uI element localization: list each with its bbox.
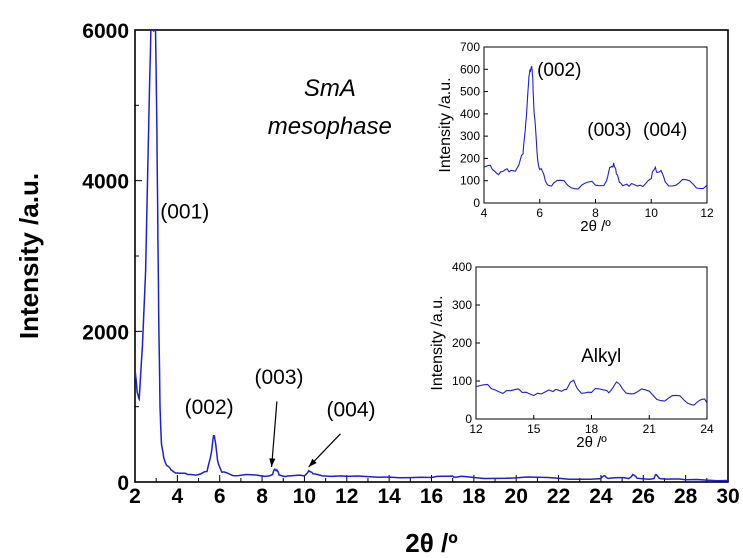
y-tick-label: 0 [465,412,472,426]
y-tick-label: 4000 [82,171,129,194]
phase-label: SmA [304,75,356,102]
y-tick-label: 500 [460,85,480,99]
peak-label: (002) [537,60,581,81]
y-tick-label: 2000 [82,321,129,344]
x-tick-label: 8 [256,485,268,508]
x-tick-label: 10 [645,206,659,220]
x-axis-label: 2θ /º [576,434,607,451]
series-line-0 [484,66,707,190]
y-tick-label: 200 [460,151,480,165]
x-tick-label: 4 [172,485,184,508]
phase-label: mesophase [268,113,392,140]
x-tick-label: 28 [674,485,698,508]
y-tick-label: 600 [460,62,480,76]
x-tick-label: 12 [335,485,358,508]
y-tick-label: 700 [460,40,480,54]
arrow-head [308,458,317,467]
x-tick-label: 21 [643,422,657,436]
panel-inset-top: 4 6 8 10 12 0 100 200 300 400 500 600 700 2θ /º Intens… [437,40,714,235]
x-tick-label: 20 [505,485,528,508]
y-tick-label: 200 [452,336,472,350]
peak-label: (004) [327,398,376,421]
x-tick-label: 10 [293,485,316,508]
x-tick-label: 22 [547,485,570,508]
y-tick-label: 100 [460,174,480,188]
arrow-head [269,458,276,467]
plot-frame [483,46,708,204]
panel-inset-bottom: 12 15 18 21 24 0 100 200 300 400 2θ /º Intensity /a… [429,260,714,451]
y-tick-label: 400 [452,260,472,274]
y-axis-label: Intensity /a.u. [437,77,454,172]
x-tick-label: 6 [214,485,226,508]
peak-label: Alkyl [581,346,621,367]
x-tick-label: 24 [700,422,714,436]
y-tick-label: 0 [473,196,480,210]
x-tick-label: 12 [700,206,714,220]
panel-main: 2 4 6 8 10 12 14 16 18 20 22 24 26 28 3002000400060002… [14,20,740,558]
x-tick-label: 24 [589,485,613,508]
x-axis-label: 2θ /º [405,528,458,558]
plot-frame [475,266,708,420]
x-tick-label: 6 [536,206,543,220]
x-tick-label: 18 [462,485,486,508]
x-tick-label: 18 [585,422,599,436]
y-tick-label: 300 [460,129,480,143]
y-axis-label: Intensity /a.u. [429,295,446,390]
x-tick-label: 16 [420,485,443,508]
y-tick-label: 100 [452,374,472,388]
annotation-arrow [271,401,278,467]
x-tick-label: 26 [632,485,655,508]
x-tick-label: 15 [527,422,541,436]
series-line-0 [476,379,707,406]
y-tick-label: 300 [452,298,472,312]
peak-label: (003) [587,120,631,141]
x-tick-label: 14 [377,485,401,508]
y-tick-label: 400 [460,107,480,121]
peak-label: (002) [185,396,234,419]
peak-label: (001) [160,200,209,223]
peak-label: (004) [643,120,687,141]
x-tick-label: 30 [716,485,739,508]
x-tick-label: 2 [129,485,141,508]
x-tick-label: 8 [592,206,599,220]
y-tick-label: 0 [117,472,129,495]
series-line-0 [135,30,728,482]
x-axis-label: 2θ /º [580,218,611,235]
x-tick-label: 4 [481,206,488,220]
peak-label: (003) [254,366,303,389]
y-axis-label: Intensity /a.u. [14,173,44,339]
x-tick-label: 12 [469,422,483,436]
y-tick-label: 6000 [82,20,129,43]
